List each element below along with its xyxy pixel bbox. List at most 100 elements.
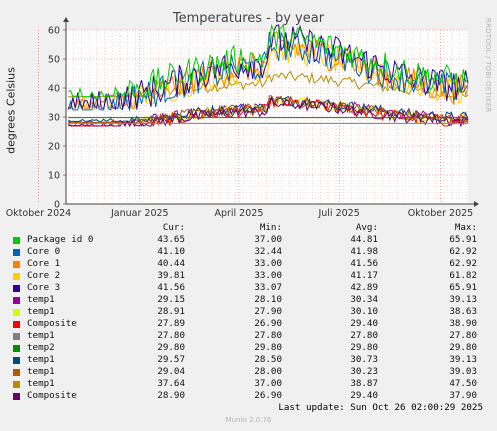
legend-row: temp1 29.04 28.00 30.23 39.03 [0,366,497,378]
legend-avg-value: 30.73 [350,354,378,365]
legend-cur-value: 41.10 [157,246,185,257]
legend-cur-value: 28.90 [157,390,185,401]
y-tick-label: 10 [48,171,60,182]
legend-max-value: 37.90 [449,390,477,401]
legend-series-name: temp1 [27,354,55,365]
legend-min-value: 27.80 [254,330,282,341]
y-axis-arrow [63,17,69,22]
x-tick-label: April 2025 [214,208,263,219]
legend-min-value: 33.07 [254,282,282,293]
legend-avg-value: 41.98 [350,246,378,257]
legend-min-value: 28.10 [254,294,282,305]
legend-swatch [13,357,20,364]
legend-row: temp1 29.15 28.10 30.34 39.13 [0,294,497,306]
legend-swatch [13,249,20,256]
legend-max-value: 62.92 [449,246,477,257]
legend-row: Core 3 41.56 33.07 42.89 65.91 [0,282,497,294]
legend-swatch [13,273,20,280]
legend-max-value: 29.80 [449,342,477,353]
legend-series-name: temp1 [27,330,55,341]
legend-avg-value: 29.40 [350,390,378,401]
x-axis-arrow [474,201,479,207]
legend-swatch [13,345,20,352]
y-tick-label: 0 [54,200,60,211]
legend-avg-value: 30.23 [350,366,378,377]
legend-swatch [13,285,20,292]
legend-cur-value: 28.91 [157,306,185,317]
legend-swatch [13,297,20,304]
legend-avg-value: 30.34 [350,294,378,305]
legend-min-value: 28.50 [254,354,282,365]
legend-max-value: 62.92 [449,258,477,269]
legend-series-name: temp1 [27,366,55,377]
legend-swatch [13,393,20,400]
legend-row: temp1 37.64 37.00 38.87 47.50 [0,378,497,390]
legend-cur-value: 40.44 [157,258,185,269]
legend-cur-value: 27.89 [157,318,185,329]
chart-title: Temperatures - by year [172,11,325,26]
legend-row: temp2 29.80 29.80 29.80 29.80 [0,342,497,354]
y-tick-label: 40 [48,84,60,95]
legend-avg-value: 44.81 [350,234,378,245]
legend-cur-value: 29.04 [157,366,185,377]
x-tick-label: Oktober 2025 [408,208,474,219]
temperature-chart: 0 10 20 30 40 50 60 Oktober 2024 Januar 2025 Apri… [6,17,479,219]
legend-max-value: 65.91 [449,234,477,245]
legend-cur-value: 29.80 [157,342,185,353]
legend-cur-value: 37.64 [157,378,185,389]
legend-max-value: 47.50 [449,378,477,389]
legend-swatch [13,237,20,244]
legend-min-value: 26.90 [254,390,282,401]
legend-row: Core 0 41.10 32.44 41.98 62.92 [0,246,497,258]
legend-cur-value: 43.65 [157,234,185,245]
legend-avg-value: 30.10 [350,306,378,317]
legend-row: Package id 0 43.65 37.00 44.81 65.91 [0,234,497,246]
legend-min-value: 32.44 [254,246,282,257]
legend-row: Composite 28.90 26.90 29.40 37.90 [0,390,497,402]
legend-row: temp1 28.91 27.90 30.10 38.63 [0,306,497,318]
col-avg: Avg: [355,222,378,233]
legend-avg-value: 27.80 [350,330,378,341]
legend-row: Composite 27.89 26.90 29.40 38.90 [0,318,497,330]
legend-max-value: 61.82 [449,270,477,281]
legend-swatch [13,333,20,340]
legend-series-name: temp2 [27,342,55,353]
legend-min-value: 37.00 [254,378,282,389]
munin-version: Munin 2.0.76 [225,416,272,424]
legend-max-value: 38.90 [449,318,477,329]
legend-series-name: temp1 [27,306,55,317]
legend-min-value: 33.00 [254,258,282,269]
series-line [67,97,469,128]
rrdtool-credit: RRDTOOL / TOBI OETIKER [484,18,492,113]
col-max: Max: [454,222,477,233]
legend-avg-value: 29.80 [350,342,378,353]
legend-min-value: 33.00 [254,270,282,281]
legend-series-name: Core 0 [27,246,61,257]
legend-series-name: Composite [27,318,77,329]
legend-series-name: Core 2 [27,270,61,281]
legend-series-name: Package id 0 [27,234,94,245]
legend-series-name: temp1 [27,294,55,305]
y-tick-label: 60 [48,26,60,37]
legend-max-value: 39.03 [449,366,477,377]
legend-swatch [13,261,20,268]
y-tick-label: 20 [48,142,60,153]
x-tick-label: Juli 2025 [317,208,359,219]
legend-series-name: Core 1 [27,258,61,269]
legend-max-value: 38.63 [449,306,477,317]
legend-series-name: Composite [27,390,77,401]
legend-swatch [13,381,20,388]
legend-cur-value: 27.80 [157,330,185,341]
legend-min-value: 26.90 [254,318,282,329]
col-cur: Cur: [162,222,185,233]
col-min: Min: [259,222,282,233]
legend-min-value: 37.00 [254,234,282,245]
legend-cur-value: 39.81 [157,270,185,281]
legend-avg-value: 41.56 [350,258,378,269]
legend-row: temp1 29.57 28.50 30.73 39.13 [0,354,497,366]
legend-max-value: 65.91 [449,282,477,293]
legend-avg-value: 41.17 [350,270,378,281]
y-tick-label: 30 [48,113,60,124]
legend-row: Core 1 40.44 33.00 41.56 62.92 [0,258,497,270]
legend-max-value: 39.13 [449,294,477,305]
